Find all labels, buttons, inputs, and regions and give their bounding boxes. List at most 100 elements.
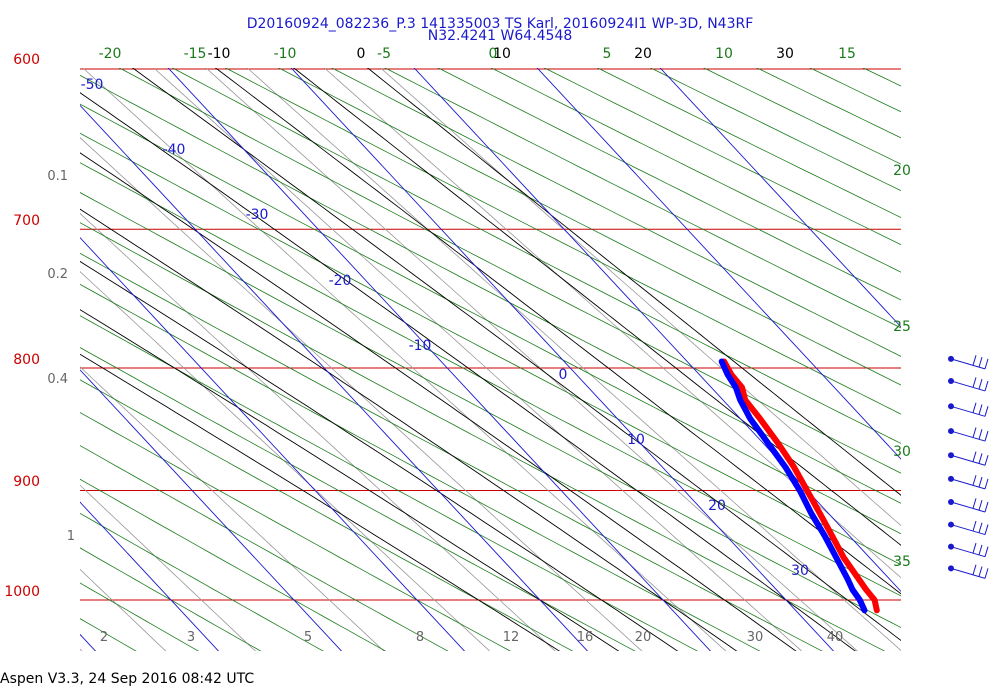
dry-adiabat-line [80, 582, 200, 651]
isotherm-label: 30 [791, 563, 809, 579]
moist-adiabat-label: 10 [493, 46, 511, 62]
mixing-ratio-line [205, 68, 858, 651]
mixing-ratio-bottom-label: 20 [635, 630, 652, 645]
mixing-ratio-label: 1 [67, 529, 75, 544]
mixing-ratio-line [379, 68, 901, 527]
mixing-ratio-line [80, 137, 643, 651]
mixing-ratio-bottom-label: 2 [100, 630, 108, 645]
wind-barb [948, 377, 989, 392]
moist-adiabat-line [367, 68, 901, 496]
sounding-profiles [718, 358, 880, 614]
wind-barb [948, 451, 989, 466]
moist-adiabat-line [80, 260, 679, 651]
mixing-ratio-bottom-label: 12 [503, 630, 520, 645]
pressure-tick-label: 800 [13, 352, 40, 368]
dry-adiabat-line [756, 68, 901, 139]
mixing-ratio-label: 0.4 [47, 372, 68, 387]
dry-adiabat-label: 35 [893, 554, 911, 570]
dry-adiabat-label: 10 [715, 46, 733, 62]
moist-adiabat-line [293, 68, 901, 546]
mixing-ratio-bottom-label: 30 [747, 630, 764, 645]
mixing-ratio-line [80, 271, 491, 651]
dry-adiabat-line [80, 252, 823, 651]
mixing-ratio-bottom-label: 40 [827, 630, 844, 645]
wind-barb [948, 564, 989, 579]
mixing-ratio-bottom-label: 16 [577, 630, 594, 645]
dry-adiabat-label: 20 [893, 163, 911, 179]
dry-adiabat-line [80, 347, 636, 651]
isotherm-line [80, 369, 343, 651]
mixing-ratio-line [80, 212, 556, 651]
moist-adiabat-label: 20 [634, 46, 652, 62]
dry-adiabat-line [886, 0, 1000, 699]
wind-barb [948, 427, 989, 442]
dry-adiabat-line [490, 68, 901, 273]
mixing-ratio-label: 0.2 [47, 267, 68, 282]
wind-barb [948, 520, 989, 536]
moist-adiabat-line [80, 353, 561, 651]
dry-adiabat-line [80, 412, 511, 651]
moist-adiabat-label: 0 [357, 46, 366, 62]
dry-adiabat-line [80, 512, 324, 651]
dry-adiabat-line [703, 68, 901, 165]
isotherm-line [80, 236, 466, 651]
dry-adiabat-line [80, 478, 387, 651]
dry-adiabat-line [80, 222, 886, 651]
dry-adiabat-line [809, 68, 901, 113]
dry-adiabat-line [649, 68, 901, 192]
dry-adiabat-line [543, 68, 901, 246]
dry-adiabat-label: 0 [489, 46, 498, 62]
dry-adiabat-label: 30 [893, 444, 911, 460]
isotherm-label: 0 [559, 367, 568, 383]
moist-adiabat-label: -10 [208, 46, 231, 62]
dry-adiabat-line [938, 0, 1000, 699]
dry-adiabat-line [80, 379, 574, 651]
wind-barb [948, 475, 989, 490]
dry-adiabat-line [731, 0, 1000, 699]
isotherm-label: 20 [708, 498, 726, 514]
wind-barb [948, 402, 989, 417]
dry-adiabat-line [384, 68, 901, 329]
dry-adiabat-label: -5 [377, 46, 391, 62]
dewpoint-profile [718, 358, 868, 614]
mixing-ratio-line [153, 68, 803, 651]
dry-adiabat-line [596, 68, 901, 219]
dry-adiabat-label: -10 [274, 46, 297, 62]
pressure-tick-label: 600 [13, 52, 40, 68]
isotherm-line [167, 68, 712, 651]
pressure-tick-label: 900 [13, 474, 40, 490]
mixing-ratio-bottom-label: 8 [416, 630, 424, 645]
isotherm-label: -40 [163, 142, 186, 158]
wind-barb [948, 355, 989, 370]
isotherm-label: -20 [329, 273, 352, 289]
dry-adiabat-line [331, 68, 901, 357]
moist-adiabat-line [80, 92, 856, 651]
dry-adiabat-label: 15 [838, 46, 856, 62]
pressure-tick-label: 1000 [4, 584, 40, 600]
dry-adiabat-line [171, 68, 901, 444]
isotherm-line [659, 68, 901, 328]
mixing-ratio-line [323, 68, 901, 579]
dry-adiabat-line [80, 445, 449, 651]
dry-adiabat-line [990, 0, 1000, 699]
mixing-ratio-line [80, 568, 167, 651]
mixing-ratio-line [80, 484, 256, 651]
isotherm-label: -30 [246, 207, 269, 223]
dry-adiabat-label: -15 [184, 46, 207, 62]
mixing-ratio-label: 0.1 [47, 169, 68, 184]
mixing-ratio-bottom-label: 3 [187, 630, 195, 645]
dry-adiabat-label: 25 [893, 319, 911, 335]
dry-adiabat-line [80, 547, 262, 651]
dry-adiabat-line [278, 68, 901, 386]
pressure-tick-label: 700 [13, 213, 40, 229]
moist-adiabat-line [80, 309, 620, 651]
dry-adiabat-line [437, 68, 901, 301]
